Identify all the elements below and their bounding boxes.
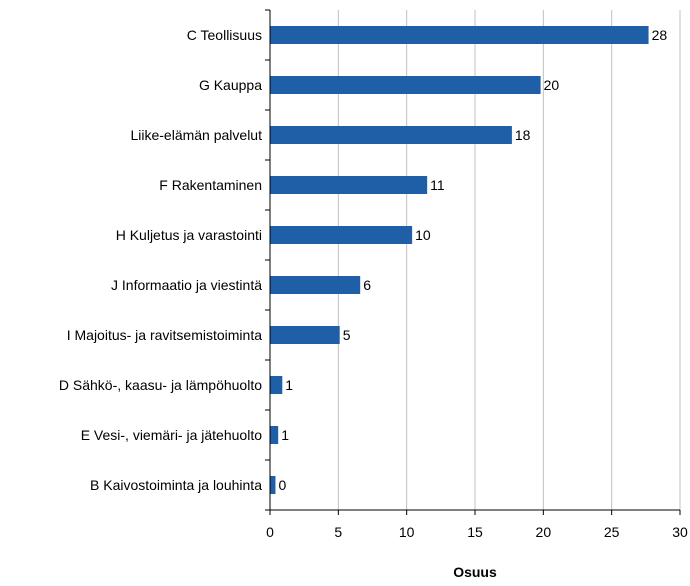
bars (270, 26, 649, 494)
data-label: 0 (278, 477, 286, 493)
x-tick-label: 15 (467, 524, 483, 540)
bar (270, 26, 649, 44)
x-tick-label: 30 (672, 524, 688, 540)
x-tick-label: 0 (266, 524, 274, 540)
bar (270, 376, 283, 394)
bar (270, 276, 361, 294)
category-label: Liike-elämän palvelut (130, 127, 262, 143)
bar (270, 476, 276, 494)
bar (270, 426, 279, 444)
bar (270, 176, 428, 194)
category-label: D Sähkö-, kaasu- ja lämpöhuolto (59, 377, 262, 393)
x-tick-label: 5 (334, 524, 342, 540)
data-label: 28 (652, 27, 668, 43)
bar (270, 226, 413, 244)
bar (270, 76, 541, 94)
x-axis-title: Osuus (453, 564, 497, 580)
category-label: B Kaivostoiminta ja louhinta (90, 477, 262, 493)
x-tick-label: 10 (399, 524, 415, 540)
category-label: G Kauppa (199, 77, 262, 93)
x-tick-label: 25 (604, 524, 620, 540)
category-label: F Rakentaminen (159, 177, 262, 193)
x-tick-label: 20 (536, 524, 552, 540)
data-label: 11 (430, 177, 445, 193)
labels: C Teollisuus 28 G Kauppa 20 Liike-elämän pal… (59, 27, 688, 540)
category-label: I Majoitus- ja ravitsemistoiminta (67, 327, 262, 343)
data-label: 10 (415, 227, 431, 243)
data-label: 6 (363, 277, 371, 293)
category-label: E Vesi-, viemäri- ja jätehuolto (81, 427, 263, 443)
bar (270, 126, 512, 144)
axes (265, 9, 681, 515)
category-label: H Kuljetus ja varastointi (116, 227, 262, 243)
data-label: 20 (544, 77, 560, 93)
category-label: J Informaatio ja viestintä (111, 277, 262, 293)
data-label: 1 (285, 377, 293, 393)
data-label: 5 (343, 327, 351, 343)
data-label: 1 (281, 427, 289, 443)
category-label: C Teollisuus (187, 27, 262, 43)
data-label: 18 (515, 127, 531, 143)
bar (270, 326, 340, 344)
